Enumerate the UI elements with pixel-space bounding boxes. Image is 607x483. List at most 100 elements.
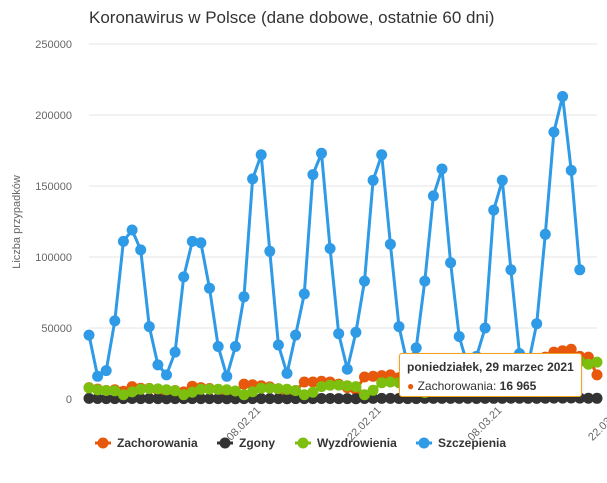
data-point[interactable] xyxy=(557,91,569,102)
data-point[interactable] xyxy=(341,363,353,375)
data-point[interactable] xyxy=(195,237,207,249)
data-point[interactable] xyxy=(272,339,284,351)
data-point[interactable] xyxy=(384,376,396,388)
data-point[interactable] xyxy=(186,235,198,247)
data-point[interactable] xyxy=(221,393,233,405)
data-point[interactable] xyxy=(307,376,319,388)
data-point[interactable] xyxy=(161,384,172,396)
data-point[interactable] xyxy=(143,321,155,333)
data-point[interactable] xyxy=(298,376,310,388)
data-point[interactable] xyxy=(186,386,198,398)
data-point[interactable] xyxy=(126,386,138,398)
data-point[interactable] xyxy=(359,389,370,401)
data-point[interactable] xyxy=(143,383,155,395)
data-point[interactable] xyxy=(350,393,362,405)
data-point[interactable] xyxy=(100,393,112,405)
data-point[interactable] xyxy=(229,385,241,397)
legend-item-wyzdrowienia[interactable]: Wyzdrowienia xyxy=(295,436,397,450)
data-point[interactable] xyxy=(135,383,147,395)
data-point[interactable] xyxy=(92,384,104,396)
data-point[interactable] xyxy=(83,392,95,404)
data-point[interactable] xyxy=(195,383,207,395)
data-point[interactable] xyxy=(83,329,95,341)
data-point[interactable] xyxy=(204,393,215,405)
data-point[interactable] xyxy=(548,126,560,138)
data-point[interactable] xyxy=(341,393,353,405)
data-point[interactable] xyxy=(100,385,112,396)
data-point[interactable] xyxy=(264,245,276,257)
data-point[interactable] xyxy=(436,163,448,175)
data-point[interactable] xyxy=(212,383,224,395)
data-point[interactable] xyxy=(221,384,233,396)
data-point[interactable] xyxy=(505,264,517,276)
data-point[interactable] xyxy=(453,331,465,342)
data-point[interactable] xyxy=(290,393,302,405)
data-point[interactable] xyxy=(264,382,276,394)
data-point[interactable] xyxy=(307,169,319,181)
data-point[interactable] xyxy=(169,385,181,397)
data-point[interactable] xyxy=(109,385,121,397)
data-point[interactable] xyxy=(238,291,250,303)
data-point[interactable] xyxy=(255,149,267,161)
legend-item-zachorowania[interactable]: Zachorowania xyxy=(95,436,198,450)
data-point[interactable] xyxy=(135,393,147,405)
data-point[interactable] xyxy=(376,149,388,161)
data-point[interactable] xyxy=(135,244,147,256)
data-point[interactable] xyxy=(298,288,310,300)
data-point[interactable] xyxy=(376,377,388,389)
data-point[interactable] xyxy=(255,393,267,405)
data-point[interactable] xyxy=(281,393,293,405)
legend-item-zgony[interactable]: Zgony xyxy=(217,436,275,450)
data-point[interactable] xyxy=(178,271,190,283)
data-point[interactable] xyxy=(272,393,284,405)
data-point[interactable] xyxy=(117,235,129,247)
data-point[interactable] xyxy=(143,393,155,404)
data-point[interactable] xyxy=(169,393,181,405)
data-point[interactable] xyxy=(169,346,181,358)
data-point[interactable] xyxy=(247,173,259,185)
data-point[interactable] xyxy=(109,315,121,327)
data-point[interactable] xyxy=(582,392,594,404)
legend-item-szczepienia[interactable]: Szczepienia xyxy=(416,436,506,450)
data-point[interactable] xyxy=(333,393,345,405)
data-point[interactable] xyxy=(479,322,491,334)
data-point[interactable] xyxy=(419,275,431,287)
data-point[interactable] xyxy=(212,393,224,405)
data-point[interactable] xyxy=(316,381,327,393)
series-szczepienia[interactable] xyxy=(83,91,586,382)
data-point[interactable] xyxy=(591,392,603,404)
data-point[interactable] xyxy=(247,386,259,398)
data-point[interactable] xyxy=(359,275,370,287)
data-point[interactable] xyxy=(539,228,551,240)
data-point[interactable] xyxy=(117,389,129,401)
data-point[interactable] xyxy=(92,370,104,382)
data-point[interactable] xyxy=(350,381,362,393)
data-point[interactable] xyxy=(281,367,293,379)
data-point[interactable] xyxy=(316,147,327,159)
data-point[interactable] xyxy=(574,264,586,276)
data-point[interactable] xyxy=(367,384,379,396)
data-point[interactable] xyxy=(333,328,345,340)
data-point[interactable] xyxy=(445,257,457,269)
data-point[interactable] xyxy=(161,393,172,405)
data-point[interactable] xyxy=(496,174,508,186)
data-point[interactable] xyxy=(565,343,577,355)
data-point[interactable] xyxy=(359,371,370,383)
data-point[interactable] xyxy=(83,382,95,394)
data-point[interactable] xyxy=(229,341,241,352)
data-point[interactable] xyxy=(298,389,310,401)
data-point[interactable] xyxy=(290,385,302,397)
data-point[interactable] xyxy=(384,392,396,404)
data-point[interactable] xyxy=(367,392,379,404)
data-point[interactable] xyxy=(238,378,250,390)
data-point[interactable] xyxy=(152,359,164,371)
data-point[interactable] xyxy=(591,369,603,381)
data-point[interactable] xyxy=(161,369,172,381)
data-point[interactable] xyxy=(410,342,422,354)
data-point[interactable] xyxy=(333,379,345,391)
data-point[interactable] xyxy=(582,358,594,370)
data-point[interactable] xyxy=(324,393,336,404)
data-point[interactable] xyxy=(221,370,233,382)
data-point[interactable] xyxy=(488,204,500,216)
data-point[interactable] xyxy=(384,238,396,250)
